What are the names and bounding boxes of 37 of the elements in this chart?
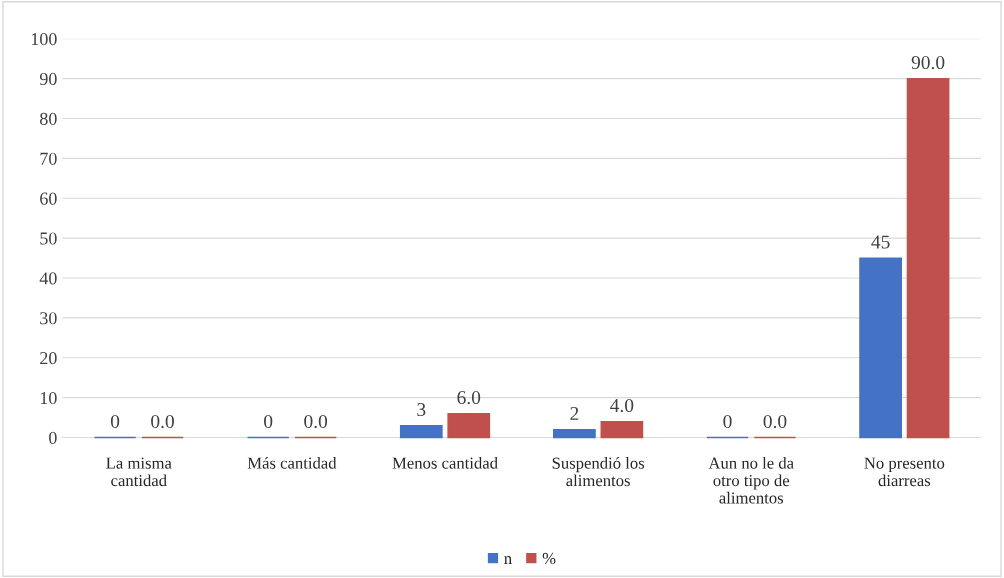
- x-tick-label: No presento diarreas: [864, 457, 945, 487]
- x-tick-label: Suspendió los alimentos: [552, 456, 645, 487]
- y-tick-label: 10: [40, 391, 57, 405]
- data-label: 45: [871, 235, 890, 249]
- y-tick-label: 70: [40, 152, 57, 165]
- data-label: 90.0: [911, 55, 945, 70]
- y-tick-label: 80: [40, 112, 57, 125]
- bar: [399, 424, 443, 439]
- data-label: 0.0: [763, 414, 787, 429]
- data-label: 0: [264, 414, 273, 429]
- y-tick-label: 30: [40, 312, 57, 325]
- data-label: 4.0: [610, 398, 634, 413]
- y-tick-label: 90: [39, 72, 57, 86]
- x-tick-label: Aun no le da otro tipo de alimentos: [708, 456, 794, 504]
- x-tick-label: Menos cantidad: [392, 456, 498, 469]
- data-label: 0: [723, 414, 732, 429]
- bar: [553, 428, 596, 439]
- y-tick-label: 0: [49, 431, 57, 444]
- data-label: 2: [570, 407, 579, 420]
- bar: [859, 257, 902, 439]
- data-label: 3: [417, 403, 426, 417]
- bar: [906, 77, 950, 439]
- bar: [447, 412, 491, 439]
- x-tick-label: La misma cantidad: [106, 457, 172, 487]
- bar: [600, 420, 644, 439]
- x-tick-label: Más cantidad: [247, 456, 337, 469]
- y-tick-label: 60: [40, 192, 57, 205]
- y-tick-label: 50: [40, 232, 57, 245]
- y-tick-label: 100: [31, 32, 57, 46]
- data-label: 0: [110, 414, 120, 429]
- data-label: 6.0: [457, 390, 481, 405]
- data-label: 0.0: [151, 414, 174, 429]
- y-tick-label: 40: [39, 272, 57, 285]
- legend-label: %: [542, 552, 556, 565]
- legend-label: n: [504, 556, 512, 564]
- data-label: 0.0: [304, 414, 328, 429]
- y-tick-label: 20: [40, 352, 57, 365]
